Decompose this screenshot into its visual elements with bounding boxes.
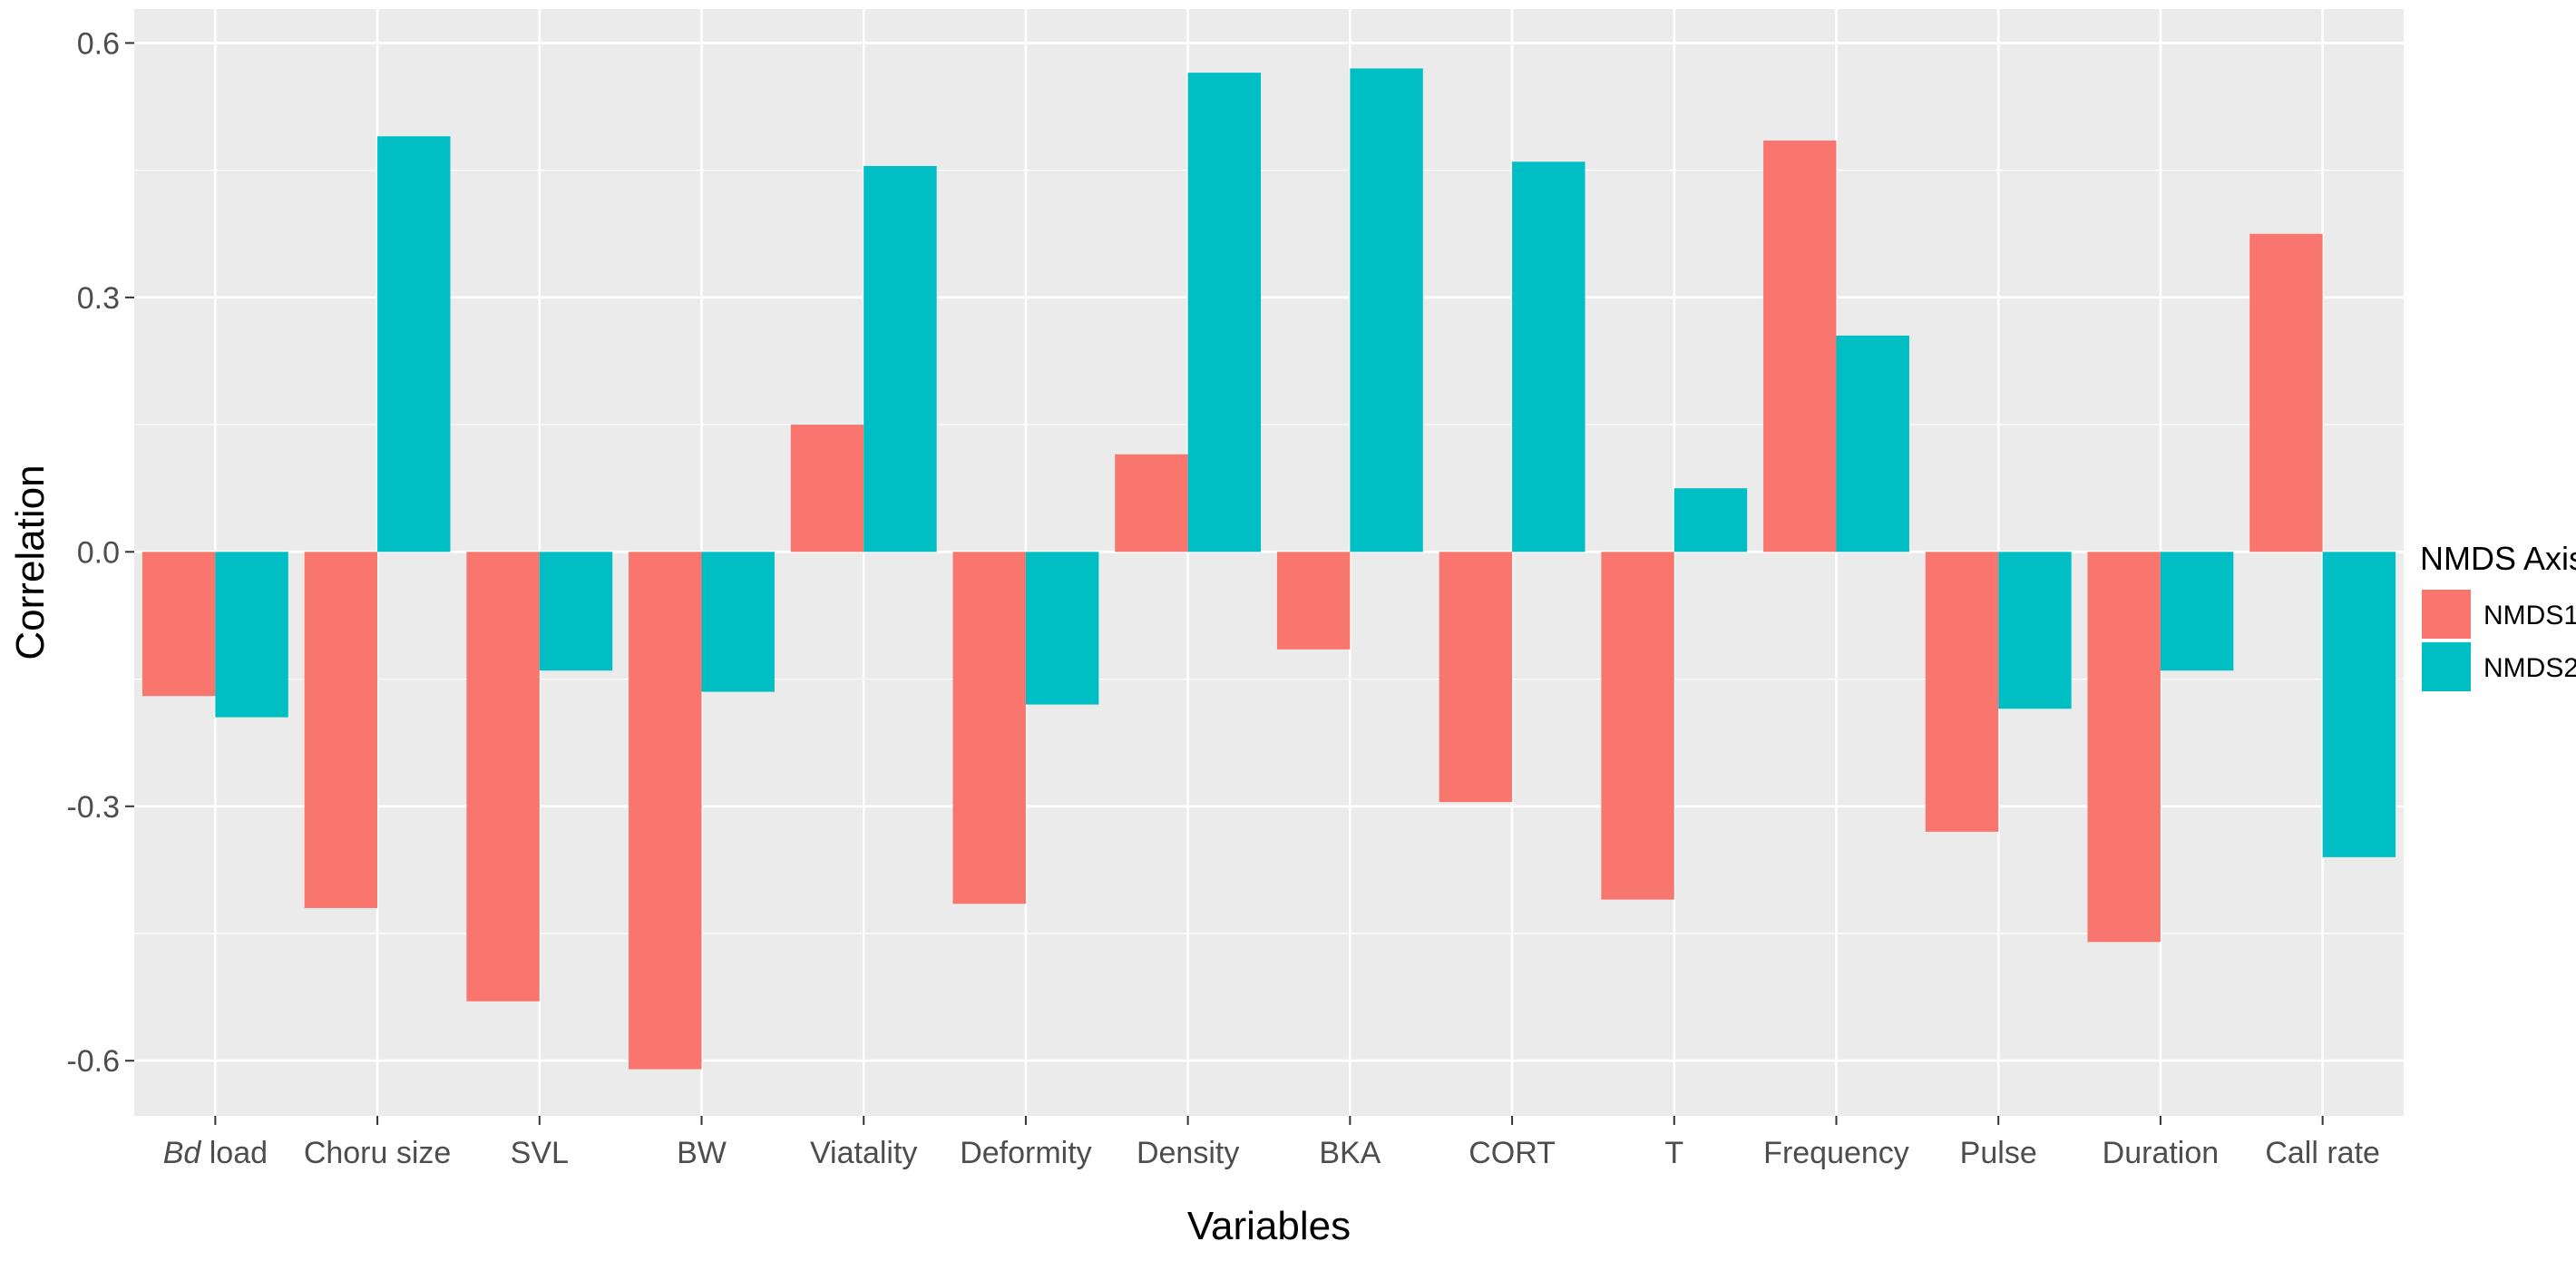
legend-key-nmds2 (2422, 642, 2471, 691)
bar-nmds1-call-rate (2249, 233, 2323, 552)
y-axis-ticks: -0.6 -0.3 0.0 0.3 0.6 (66, 26, 134, 1079)
y-tick-label: -0.3 (66, 790, 120, 825)
bar-nmds2-duration (2160, 552, 2234, 671)
y-tick-label: 0.3 (77, 281, 120, 316)
x-tick-label: Call rate (2265, 1136, 2380, 1170)
y-tick-label: -0.6 (66, 1044, 120, 1079)
legend-title: NMDS Axis (2420, 540, 2576, 577)
bar-nmds1-cort (1439, 552, 1513, 803)
legend-key-nmds1 (2422, 590, 2471, 639)
x-axis-title: Variables (1187, 1204, 1351, 1248)
x-tick-label: Choru size (304, 1136, 452, 1170)
bar-nmds1-bd-load (141, 552, 216, 697)
x-tick-label: Bd load (163, 1136, 268, 1170)
x-tick-label: Viatality (810, 1136, 917, 1170)
bar-nmds2-cort (1512, 161, 1586, 552)
bar-nmds1-bka (1276, 552, 1351, 650)
bar-nmds1-deformity (952, 552, 1026, 904)
bar-nmds2-svl (539, 552, 613, 671)
y-tick-label: 0.6 (77, 26, 120, 61)
legend: NMDS Axis NMDS1 NMDS2 (2420, 540, 2576, 691)
y-axis-title: Correlation (8, 464, 53, 660)
x-tick-label: Pulse (1960, 1136, 2037, 1170)
x-tick-label: T (1664, 1136, 1683, 1170)
bar-nmds1-bw (629, 552, 702, 1070)
legend-label-nmds2: NMDS2 (2483, 653, 2576, 683)
bar-nmds1-viatality (790, 425, 864, 552)
bars (141, 68, 2396, 1070)
bar-nmds2-density (1187, 73, 1262, 552)
x-tick-label: CORT (1469, 1136, 1556, 1170)
bar-nmds1-frequency (1763, 140, 1837, 552)
x-tick-label: BKA (1319, 1136, 1381, 1170)
bar-nmds1-pulse (1925, 552, 1999, 832)
bar-nmds2-t (1673, 488, 1748, 552)
x-tick-label: Frequency (1763, 1136, 1909, 1170)
x-tick-label: Density (1137, 1136, 1239, 1170)
bar-nmds1-duration (2087, 552, 2161, 943)
bar-nmds1-choru-size (304, 552, 378, 908)
bar-nmds2-frequency (1836, 335, 1909, 552)
bar-nmds2-deformity (1025, 552, 1099, 705)
x-tick-label: BW (677, 1136, 727, 1170)
bar-nmds1-svl (466, 552, 540, 1002)
bar-nmds2-choru-size (377, 136, 451, 552)
bar-nmds2-call-rate (2322, 552, 2396, 857)
bar-nmds2-pulse (1998, 552, 2072, 709)
legend-items: NMDS1 NMDS2 (2422, 590, 2576, 691)
legend-label-nmds1: NMDS1 (2483, 601, 2576, 630)
bar-nmds2-bd-load (215, 552, 288, 718)
bar-nmds2-bw (701, 552, 775, 692)
bar-nmds1-t (1601, 552, 1674, 900)
y-tick-label: 0.0 (77, 535, 120, 570)
x-tick-label: Deformity (960, 1136, 1091, 1170)
bar-nmds2-bka (1350, 68, 1423, 552)
x-tick-label: SVL (511, 1136, 569, 1170)
x-tick-label: Duration (2103, 1136, 2220, 1170)
x-axis-ticks: Bd load Choru size SVL BW Viatality Deformity… (163, 1116, 2380, 1170)
bar-nmds1-density (1115, 454, 1188, 552)
bar-nmds2-viatality (864, 165, 937, 552)
